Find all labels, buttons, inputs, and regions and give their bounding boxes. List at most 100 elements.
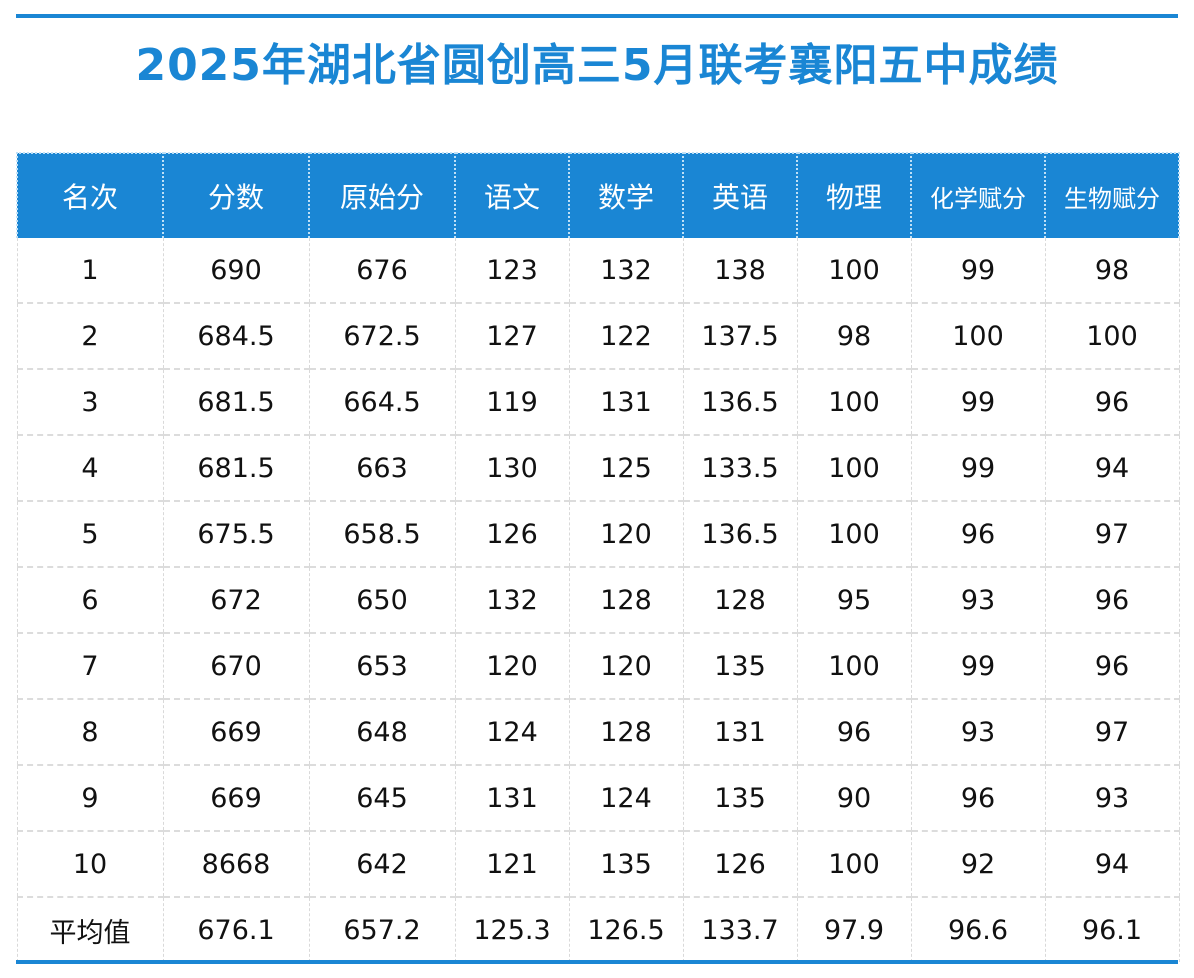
cell-chemistry-scaled: 92 bbox=[910, 831, 1046, 898]
cell-physics: 90 bbox=[796, 765, 912, 832]
cell-math: 128 bbox=[568, 567, 684, 634]
cell-chemistry-scaled: 93 bbox=[910, 567, 1046, 634]
cell-math: 125 bbox=[568, 435, 684, 502]
cell-english: 131 bbox=[682, 699, 798, 766]
cell-biology-scaled: 100 bbox=[1044, 303, 1180, 370]
average-physics: 97.9 bbox=[796, 897, 912, 962]
cell-chinese: 123 bbox=[454, 238, 570, 304]
page-title: 2025年湖北省圆创高三5月联考襄阳五中成绩 bbox=[135, 40, 1059, 91]
average-biology-scaled: 96.1 bbox=[1044, 897, 1180, 962]
cell-math: 128 bbox=[568, 699, 684, 766]
cell-rank: 9 bbox=[16, 765, 164, 832]
cell-raw-score: 642 bbox=[308, 831, 456, 898]
cell-chinese: 120 bbox=[454, 633, 570, 700]
cell-english: 126 bbox=[682, 831, 798, 898]
table-row: 8 669 648 124 128 131 96 93 97 bbox=[16, 699, 1180, 766]
cell-physics: 100 bbox=[796, 501, 912, 568]
cell-chinese: 119 bbox=[454, 369, 570, 436]
cell-physics: 95 bbox=[796, 567, 912, 634]
cell-chemistry-scaled: 93 bbox=[910, 699, 1046, 766]
cell-math: 131 bbox=[568, 369, 684, 436]
cell-biology-scaled: 96 bbox=[1044, 567, 1180, 634]
header-biology-scaled: 生物赋分 bbox=[1044, 152, 1180, 238]
cell-english: 136.5 bbox=[682, 369, 798, 436]
cell-total-score: 681.5 bbox=[162, 435, 310, 502]
header-chinese: 语文 bbox=[454, 152, 570, 238]
bottom-rule bbox=[16, 960, 1178, 964]
cell-biology-scaled: 94 bbox=[1044, 435, 1180, 502]
cell-total-score: 690 bbox=[162, 238, 310, 304]
cell-chemistry-scaled: 99 bbox=[910, 238, 1046, 304]
cell-raw-score: 664.5 bbox=[308, 369, 456, 436]
cell-rank: 1 bbox=[16, 238, 164, 304]
cell-math: 122 bbox=[568, 303, 684, 370]
cell-biology-scaled: 97 bbox=[1044, 699, 1180, 766]
cell-raw-score: 653 bbox=[308, 633, 456, 700]
cell-total-score: 669 bbox=[162, 699, 310, 766]
cell-chemistry-scaled: 100 bbox=[910, 303, 1046, 370]
cell-chemistry-scaled: 99 bbox=[910, 435, 1046, 502]
cell-chinese: 126 bbox=[454, 501, 570, 568]
cell-rank: 3 bbox=[16, 369, 164, 436]
cell-chemistry-scaled: 96 bbox=[910, 765, 1046, 832]
cell-total-score: 8668 bbox=[162, 831, 310, 898]
cell-physics: 100 bbox=[796, 633, 912, 700]
cell-raw-score: 672.5 bbox=[308, 303, 456, 370]
cell-chinese: 121 bbox=[454, 831, 570, 898]
header-english: 英语 bbox=[682, 152, 798, 238]
cell-english: 135 bbox=[682, 633, 798, 700]
cell-physics: 100 bbox=[796, 369, 912, 436]
average-english: 133.7 bbox=[682, 897, 798, 962]
cell-biology-scaled: 97 bbox=[1044, 501, 1180, 568]
cell-english: 138 bbox=[682, 238, 798, 304]
header-math: 数学 bbox=[568, 152, 684, 238]
average-row: 平均值 676.1 657.2 125.3 126.5 133.7 97.9 96.6 96.1 bbox=[16, 897, 1180, 962]
score-table: 名次 分数 原始分 语文 数学 英语 物理 化学赋分 生物赋分 1 690 676 1… bbox=[16, 152, 1180, 962]
cell-chemistry-scaled: 99 bbox=[910, 633, 1046, 700]
table-row: 3 681.5 664.5 119 131 136.5 100 99 96 bbox=[16, 369, 1180, 436]
cell-chemistry-scaled: 99 bbox=[910, 369, 1046, 436]
table-row: 2 684.5 672.5 127 122 137.5 98 100 100 bbox=[16, 303, 1180, 370]
average-raw-score: 657.2 bbox=[308, 897, 456, 962]
header-rank: 名次 bbox=[16, 152, 164, 238]
table-row: 10 8668 642 121 135 126 100 92 94 bbox=[16, 831, 1180, 898]
cell-raw-score: 648 bbox=[308, 699, 456, 766]
cell-math: 120 bbox=[568, 633, 684, 700]
cell-biology-scaled: 94 bbox=[1044, 831, 1180, 898]
cell-rank: 8 bbox=[16, 699, 164, 766]
cell-english: 135 bbox=[682, 765, 798, 832]
cell-rank: 7 bbox=[16, 633, 164, 700]
cell-rank: 4 bbox=[16, 435, 164, 502]
cell-rank: 2 bbox=[16, 303, 164, 370]
cell-raw-score: 676 bbox=[308, 238, 456, 304]
header-total-score: 分数 bbox=[162, 152, 310, 238]
cell-english: 136.5 bbox=[682, 501, 798, 568]
cell-english: 137.5 bbox=[682, 303, 798, 370]
cell-raw-score: 650 bbox=[308, 567, 456, 634]
cell-total-score: 670 bbox=[162, 633, 310, 700]
table-header-row: 名次 分数 原始分 语文 数学 英语 物理 化学赋分 生物赋分 bbox=[16, 152, 1180, 238]
header-physics: 物理 bbox=[796, 152, 912, 238]
cell-math: 132 bbox=[568, 238, 684, 304]
average-math: 126.5 bbox=[568, 897, 684, 962]
cell-english: 133.5 bbox=[682, 435, 798, 502]
cell-rank: 10 bbox=[16, 831, 164, 898]
cell-total-score: 684.5 bbox=[162, 303, 310, 370]
table-body: 1 690 676 123 132 138 100 99 98 2 684.5 672.5 127 122… bbox=[16, 238, 1180, 962]
cell-total-score: 681.5 bbox=[162, 369, 310, 436]
cell-chinese: 124 bbox=[454, 699, 570, 766]
cell-physics: 100 bbox=[796, 831, 912, 898]
cell-english: 128 bbox=[682, 567, 798, 634]
table-row: 7 670 653 120 120 135 100 99 96 bbox=[16, 633, 1180, 700]
table-row: 9 669 645 131 124 135 90 96 93 bbox=[16, 765, 1180, 832]
cell-raw-score: 645 bbox=[308, 765, 456, 832]
cell-raw-score: 658.5 bbox=[308, 501, 456, 568]
cell-chinese: 132 bbox=[454, 567, 570, 634]
cell-math: 135 bbox=[568, 831, 684, 898]
table-row: 4 681.5 663 130 125 133.5 100 99 94 bbox=[16, 435, 1180, 502]
average-total-score: 676.1 bbox=[162, 897, 310, 962]
cell-chinese: 127 bbox=[454, 303, 570, 370]
cell-biology-scaled: 96 bbox=[1044, 633, 1180, 700]
cell-chemistry-scaled: 96 bbox=[910, 501, 1046, 568]
average-label: 平均值 bbox=[16, 897, 164, 962]
